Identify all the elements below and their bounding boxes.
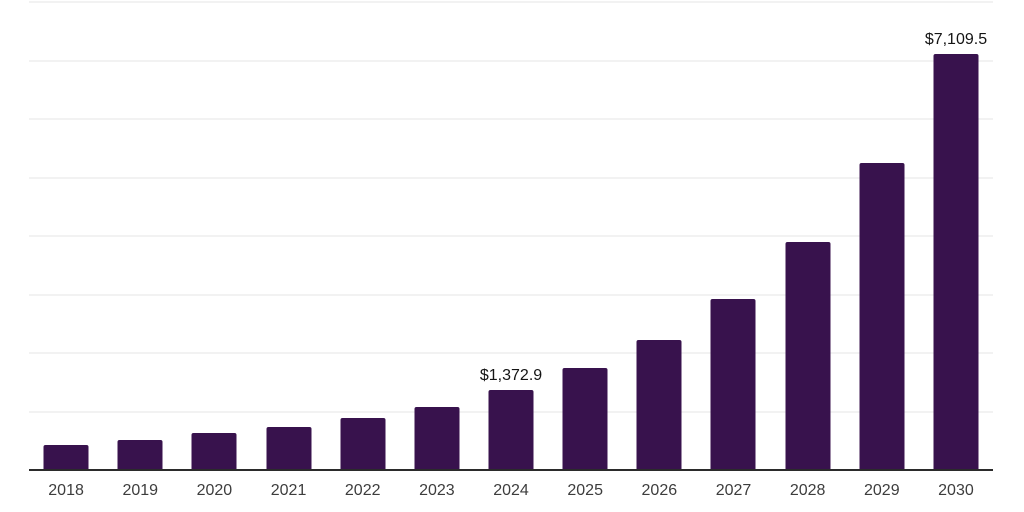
gridline-4000	[29, 235, 993, 237]
bar-2019	[117, 439, 163, 470]
bar-2020	[191, 433, 237, 470]
x-axis-label-2027: 2027	[715, 482, 752, 499]
x-axis-label-2029: 2029	[864, 482, 900, 499]
x-axis-label-2019: 2019	[122, 482, 159, 499]
bar-2027	[710, 299, 756, 470]
gridline-2000	[29, 352, 993, 354]
bar-2025	[562, 368, 608, 470]
x-axis-label-2028: 2028	[789, 482, 826, 499]
x-axis-label-2022: 2022	[344, 482, 381, 499]
x-axis-label-2030: 2030	[938, 482, 974, 499]
plot-area: $1,372.9 $7,109.5	[29, 1, 993, 471]
gridline-8000	[29, 1, 993, 3]
bar-2029	[859, 163, 905, 470]
bar-2028	[785, 242, 831, 470]
bar-2022	[340, 417, 386, 470]
bar-slot-2026	[622, 2, 696, 470]
bar-slot-2018	[29, 2, 103, 470]
x-axis-label-2026: 2026	[641, 482, 678, 499]
x-axis-labels: 2018 2019 2020 2021 2022 2023 2024 2025 2026 2027…	[29, 470, 993, 512]
value-label-2024: $1,372.9	[479, 366, 543, 384]
bar-slot-2024: $1,372.9	[474, 2, 548, 470]
bar-slot-2027	[696, 2, 770, 470]
bar-slot-2023	[400, 2, 474, 470]
gridline-3000	[29, 293, 993, 296]
bar-slot-2021	[251, 2, 325, 470]
x-axis-label-2025: 2025	[567, 482, 603, 499]
x-axis-label-2023: 2023	[419, 482, 455, 499]
gridline-7000	[29, 59, 993, 62]
bar-slot-2029	[845, 2, 919, 470]
x-axis-label-2024: 2024	[493, 482, 529, 499]
gridline-5000	[29, 176, 993, 179]
bar-2023	[414, 406, 460, 470]
bar-slot-2028	[771, 2, 845, 470]
bar-2026	[636, 339, 682, 470]
bar-2024	[488, 389, 534, 470]
bar-slot-2030: $7,109.5	[919, 2, 993, 470]
gridline-6000	[29, 118, 993, 120]
x-axis-label-2020: 2020	[196, 482, 233, 499]
x-axis-label-2021: 2021	[270, 482, 307, 499]
bar-2030	[933, 54, 979, 470]
bar-2018	[43, 445, 89, 470]
bar-slot-2022	[326, 2, 400, 470]
value-label-2030: $7,109.5	[924, 31, 988, 49]
bar-slot-2025	[548, 2, 622, 470]
bar-slot-2020	[177, 2, 251, 470]
x-axis-line	[29, 469, 993, 471]
bar-slot-2019	[103, 2, 177, 470]
x-axis-label-2018: 2018	[48, 482, 84, 499]
bars-group: $1,372.9 $7,109.5	[29, 2, 993, 470]
bar-2021	[266, 427, 312, 470]
